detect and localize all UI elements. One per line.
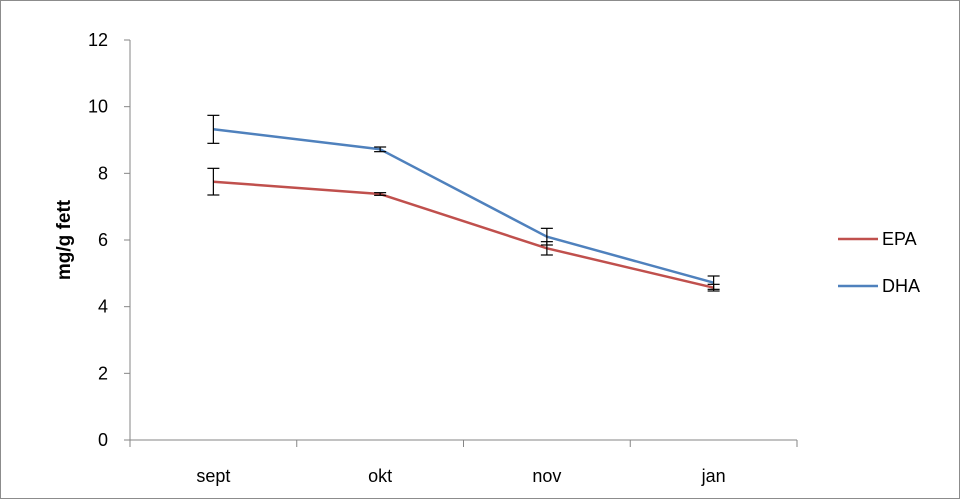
series-line-dha (213, 128, 714, 284)
y-tick-label: 8 (98, 163, 108, 183)
y-tick-label: 0 (98, 430, 108, 450)
legend-label: DHA (882, 276, 920, 296)
x-tick-label: nov (532, 466, 561, 486)
y-tick-label: 4 (98, 297, 108, 317)
error-bar-dha (540, 227, 553, 246)
y-tick-label: 10 (88, 97, 108, 117)
x-tick-label: sept (196, 466, 230, 486)
error-bar-epa (374, 192, 387, 196)
x-tick-label: okt (368, 466, 392, 486)
y-tick-label: 2 (98, 363, 108, 383)
error-bar-dha (207, 114, 220, 144)
error-bar-dha (707, 275, 720, 290)
y-tick-label: 12 (88, 30, 108, 50)
y-tick-label: 6 (98, 230, 108, 250)
error-bar-dha (374, 146, 387, 153)
legend: EPA DHA (838, 229, 920, 296)
axes (129, 40, 797, 441)
legend-item-dha: DHA (838, 276, 920, 296)
legend-label: EPA (882, 229, 917, 249)
error-bars (207, 114, 720, 292)
series-line-epa (213, 180, 714, 289)
axis-ticks: 0 2 4 6 8 10 12 sept okt nov jan (88, 30, 798, 486)
legend-item-epa: EPA (838, 229, 917, 249)
series-lines (213, 128, 714, 289)
y-axis-title: mg/g fett (54, 199, 75, 280)
x-tick-label: jan (701, 466, 726, 486)
error-bar-epa (207, 167, 220, 196)
